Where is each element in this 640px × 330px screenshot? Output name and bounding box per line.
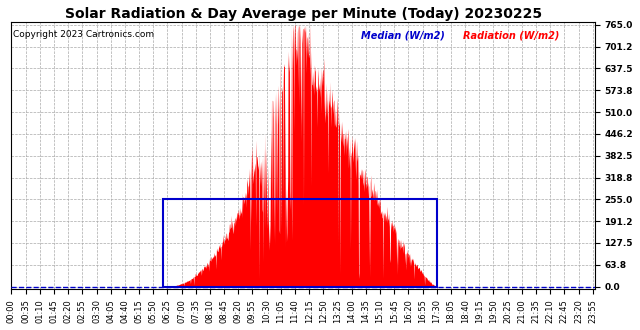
Text: Radiation (W/m2): Radiation (W/m2)	[463, 30, 560, 40]
Bar	[163, 199, 436, 286]
Text: Median (W/m2): Median (W/m2)	[362, 30, 445, 40]
Title: Solar Radiation & Day Average per Minute (Today) 20230225: Solar Radiation & Day Average per Minute…	[65, 7, 541, 21]
Text: Copyright 2023 Cartronics.com: Copyright 2023 Cartronics.com	[13, 30, 154, 39]
